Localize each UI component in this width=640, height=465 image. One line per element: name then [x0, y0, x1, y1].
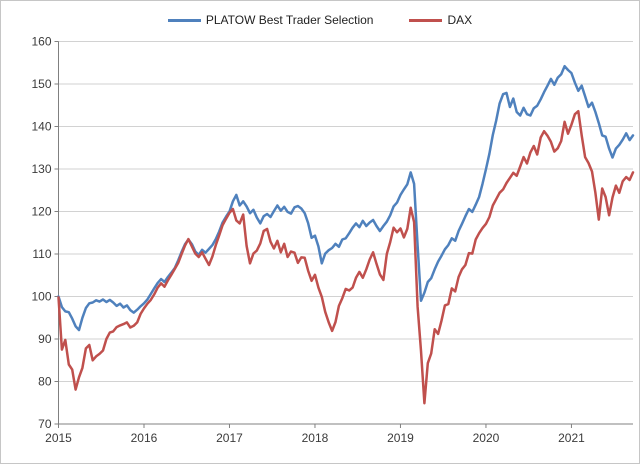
y-axis-label: 70	[38, 417, 52, 431]
x-axis-label: 2015	[45, 431, 72, 445]
x-axis-label: 2020	[473, 431, 500, 445]
y-axis-label: 120	[31, 205, 51, 219]
y-axis-label: 140	[31, 120, 51, 134]
y-axis-label: 130	[31, 162, 51, 176]
x-axis-label: 2019	[387, 431, 414, 445]
y-axis-label: 160	[31, 35, 51, 49]
legend-item-dax: DAX	[409, 13, 472, 27]
y-axis-label: 110	[32, 247, 51, 261]
x-axis-label: 2018	[302, 431, 329, 445]
y-axis-label: 90	[38, 332, 52, 346]
y-axis-label: 80	[38, 375, 52, 389]
legend-item-platow: PLATOW Best Trader Selection	[167, 13, 374, 27]
chart-legend: PLATOW Best Trader Selection DAX	[1, 11, 639, 29]
x-axis-label: 2017	[216, 431, 243, 445]
legend-label-dax: DAX	[447, 13, 473, 27]
legend-line-sample-platow-icon	[167, 18, 201, 22]
y-axis-label: 150	[31, 77, 51, 91]
x-axis-label: 2016	[131, 431, 158, 445]
legend-label-platow: PLATOW Best Trader Selection	[205, 13, 374, 27]
series-line-platow	[57, 64, 635, 332]
y-axis-label: 100	[31, 290, 51, 304]
series-line-dax	[57, 109, 635, 405]
x-axis-label: 2021	[558, 431, 585, 445]
legend-line-sample-dax-icon	[409, 18, 443, 22]
